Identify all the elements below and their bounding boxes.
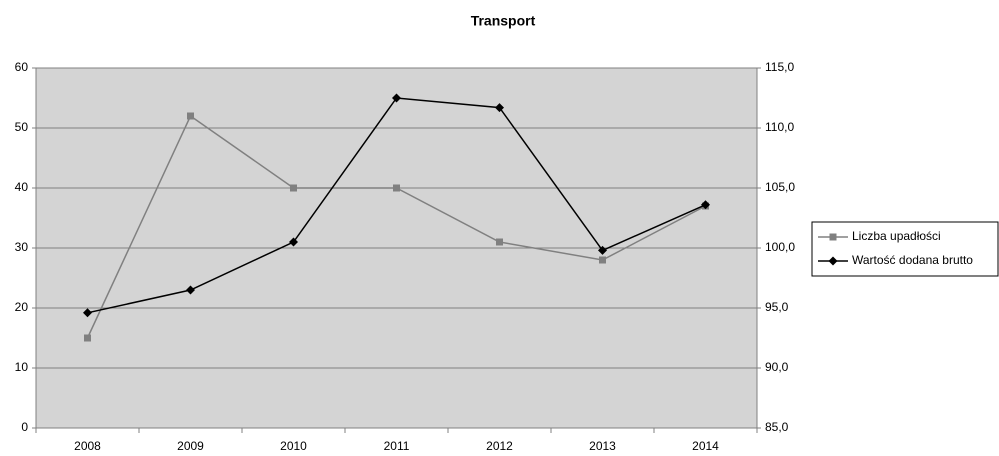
y-tick-label: 30 xyxy=(15,240,29,254)
legend-marker xyxy=(828,256,838,266)
point xyxy=(392,93,401,103)
y-tick-label: 0 xyxy=(21,420,28,434)
x-tick-label: 2014 xyxy=(692,439,719,453)
point xyxy=(701,200,710,210)
point xyxy=(289,237,298,247)
x-tick-label: 2013 xyxy=(589,439,616,453)
y2-tick-label: 100,0 xyxy=(765,240,795,254)
legend-box xyxy=(811,221,999,277)
point xyxy=(290,184,297,192)
legend-label: Wartość dodana brutto xyxy=(852,253,973,267)
point xyxy=(495,103,504,113)
x-tick-label: 2009 xyxy=(177,439,204,453)
y2-tick-label: 115,0 xyxy=(765,60,794,74)
point xyxy=(186,285,195,295)
y-tick-label: 20 xyxy=(15,300,29,314)
x-tick-label: 2008 xyxy=(74,439,101,453)
y2-tick-label: 110,0 xyxy=(765,120,794,134)
y2-tick-label: 90,0 xyxy=(765,360,789,374)
point xyxy=(599,256,606,264)
point xyxy=(187,112,194,120)
legend-marker xyxy=(829,233,837,241)
y2-tick-label: 95,0 xyxy=(765,300,789,314)
point xyxy=(496,238,503,246)
y-tick-label: 40 xyxy=(15,180,29,194)
legend-label: Liczba upadłości xyxy=(852,229,941,243)
x-tick-label: 2011 xyxy=(384,439,410,453)
x-tick-label: 2012 xyxy=(486,439,513,453)
point xyxy=(393,184,400,192)
point xyxy=(83,308,92,318)
point xyxy=(84,334,91,342)
chart-title: Transport xyxy=(471,13,536,29)
point xyxy=(598,245,607,255)
y-tick-label: 10 xyxy=(15,360,29,374)
x-tick-label: 2010 xyxy=(280,439,307,453)
y-tick-label: 50 xyxy=(15,120,29,134)
y2-tick-label: 85,0 xyxy=(765,420,789,434)
y-tick-label: 60 xyxy=(15,60,29,74)
y2-tick-label: 105,0 xyxy=(765,180,795,194)
